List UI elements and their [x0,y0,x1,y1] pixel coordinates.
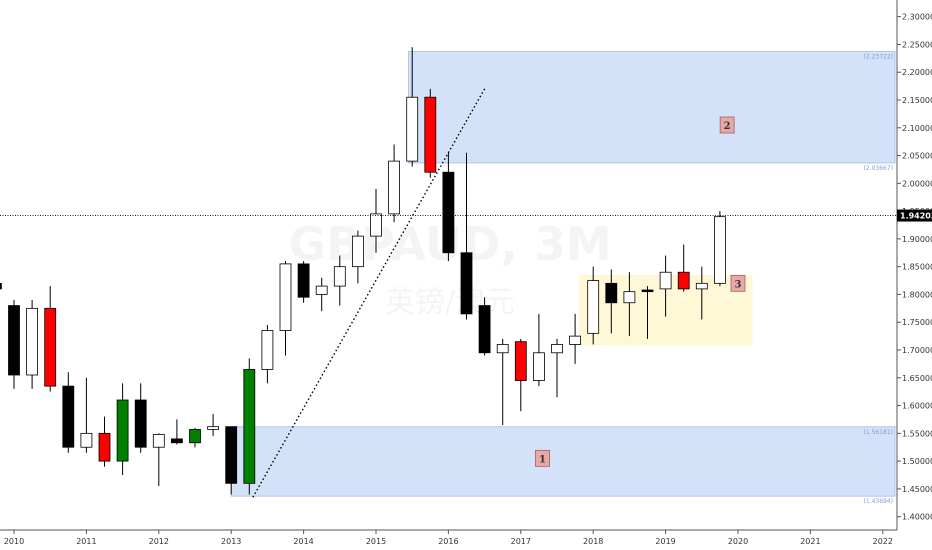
candle-37-body [659,271,672,290]
candle-14-body [243,369,256,484]
candle-3-body [44,307,57,387]
x-tick-2-label: 2012 [149,537,169,546]
candle-12-body [207,426,220,430]
x-tick-0-label: 2010 [4,537,24,546]
candle-9-body [152,434,165,448]
y-tick-15-label: 2.15000 [902,96,932,105]
candles-layer [0,47,726,495]
zone-2-bottom-label: (2.03667) [864,165,894,172]
zone-label-3-box [730,274,746,292]
candle-31-body [551,344,563,354]
candle-33-body [587,280,600,334]
candle-36-body [641,289,654,293]
x-tick-8-label: 2018 [583,537,603,546]
x-tick-12-label: 2022 [873,537,893,546]
candle-25-body [442,171,455,254]
candle-0-body [0,282,2,290]
candle-15-body [261,330,274,370]
current-price-tag [897,209,932,222]
y-tick-0-label: 1.40000 [902,513,932,522]
zone-1-bottom-label: (1.43694) [864,498,894,505]
candle-13-body [225,426,238,484]
candle-1-body [8,305,20,376]
y-tick-6-label: 1.70000 [902,346,932,355]
zone-label-3: 3 [735,279,742,290]
candle-8-body [134,399,147,448]
y-tick-7-label: 1.75000 [902,318,932,327]
x-tick-6-label: 2016 [438,537,458,546]
zone-2-top-label: (2.23722) [864,54,894,61]
candle-11-body [189,429,201,444]
candle-6-body [98,432,111,462]
y-tick-8-label: 1.80000 [902,290,932,299]
x-tick-11-label: 2021 [800,537,820,546]
candle-5-body [80,432,93,448]
y-tick-12-label: 2.00000 [902,179,932,188]
x-tick-9-label: 2019 [655,537,675,546]
candle-19-body [333,266,346,287]
candle-35-body [623,291,636,304]
zone-label-2-box [719,116,735,134]
y-tick-13-label: 2.05000 [902,152,932,161]
candle-40-body [714,216,726,284]
candle-38-body [677,271,690,290]
candle-34-body [605,282,618,304]
y-tick-9-label: 1.85000 [902,263,932,272]
candle-7-body [116,399,129,462]
zone-1-rect [230,426,896,497]
zone-label-2: 2 [724,121,731,132]
y-tick-4-label: 1.60000 [902,402,932,411]
candle-22-body [388,160,401,215]
watermark-subtitle: 英镑/澳元 [385,285,515,320]
y-tick-5-label: 1.65000 [902,374,932,383]
overlay-layer: 1 2 3 [0,88,897,498]
candle-28-body [496,344,509,354]
current-price-label: 1.94203 [900,212,932,221]
time-axis[interactable]: 2010 2011 2012 2013 2014 2015 2016 2017 2018 2019… [4,530,893,546]
candle-21-body [370,213,382,237]
zone-2-rect [408,51,896,164]
y-tick-10-label: 1.90000 [902,235,932,244]
zone-1-top-label: (1.56181) [864,429,894,436]
y-tick-17-label: 2.25000 [902,40,932,49]
price-axis[interactable]: 1.40000 1.45000 1.50000 1.55000 1.60000 1.650… [897,13,932,522]
x-tick-10-label: 2020 [728,537,748,546]
zone-label-1-box [535,449,550,467]
zones-layer: (1.56181) (1.43694) (2.23722) (2.03667) [230,51,896,505]
candle-17-body [297,263,310,298]
candle-26-body [460,252,473,315]
y-tick-16-label: 2.20000 [902,68,932,77]
candle-24-body [424,96,437,173]
candle-18-body [315,285,328,295]
candle-27-body [478,305,491,354]
y-tick-18-label: 2.30000 [902,13,932,22]
x-tick-7-label: 2017 [511,537,531,546]
candle-39-body [695,282,708,290]
x-tick-1-label: 2011 [76,537,96,546]
zone-label-1: 1 [539,454,546,465]
y-tick-14-label: 2.10000 [902,124,932,133]
candle-30-body [533,352,545,381]
x-tick-3-label: 2013 [221,537,241,546]
x-tick-4-label: 2014 [293,537,313,546]
y-tick-1-label: 1.45000 [902,485,932,494]
x-tick-5-label: 2015 [366,537,386,546]
candle-4-body [62,385,75,448]
y-tick-2-label: 1.50000 [902,457,932,466]
candle-20-body [351,235,364,268]
y-tick-3-label: 1.55000 [902,429,932,438]
candle-32-body [569,335,581,345]
candle-29-body [514,341,527,381]
candle-10-body [170,438,183,444]
candle-2-body [26,307,39,376]
candle-16-body [279,263,292,331]
candle-23-body [406,96,419,162]
